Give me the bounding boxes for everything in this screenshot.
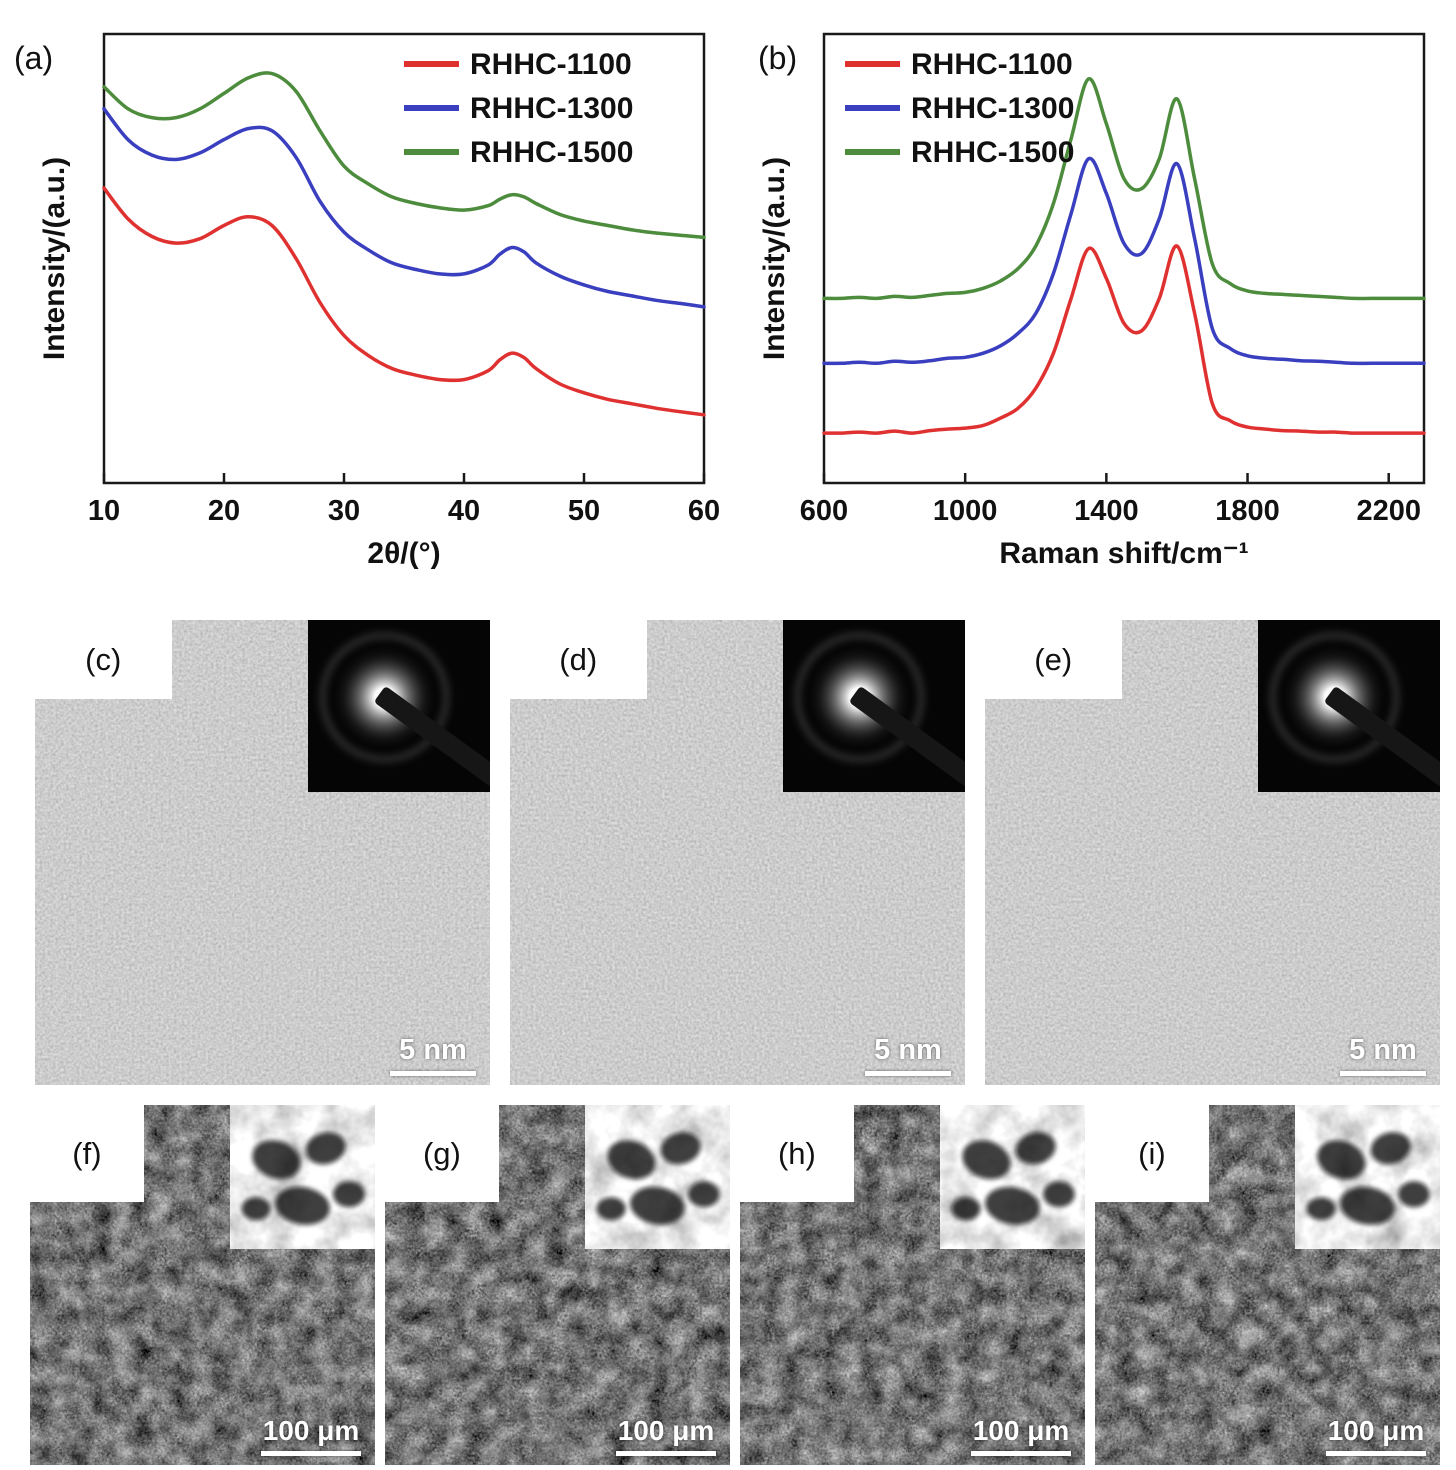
label-notch: (h) (740, 1105, 854, 1203)
scale-bar-label: 100 μm (617, 1415, 715, 1446)
panel-label-e: (e) (1034, 641, 1073, 677)
svg-text:40: 40 (448, 495, 480, 527)
scale-bar-line (1326, 1451, 1426, 1456)
raman-chart: 600 1000 1400 1800 2200 Raman shift/cm⁻¹ Inten… (758, 22, 1440, 575)
panel-label-a: (a) (14, 40, 54, 76)
scale-bar-line (1340, 1071, 1426, 1076)
svg-text:Intensity/(a.u.): Intensity/(a.u.) (760, 157, 791, 360)
scale-bar-label: 100 μm (1327, 1415, 1425, 1446)
scale-bar-line (865, 1071, 951, 1076)
svg-text:1000: 1000 (933, 495, 998, 527)
scale-bar-line (616, 1451, 716, 1456)
scale-bar-line (971, 1451, 1071, 1456)
scale-bar-label: 5 nm (1349, 1034, 1417, 1066)
svg-text:60: 60 (688, 495, 720, 527)
svg-text:50: 50 (568, 495, 600, 527)
svg-text:RHHC-1500: RHHC-1500 (911, 136, 1074, 169)
panel-label-c: (c) (85, 641, 122, 677)
scale-bar: 100 μm (1326, 1415, 1426, 1456)
sem-zoom-inset (585, 1105, 730, 1249)
svg-text:20: 20 (208, 495, 240, 527)
sem-panel-i: (i) 100 μm (1095, 1105, 1440, 1465)
hrtem-panel-c: (c) 5 nm (35, 620, 490, 1085)
sem-zoom-inset (1295, 1105, 1440, 1249)
label-notch: (c) (35, 620, 172, 700)
svg-text:1400: 1400 (1074, 495, 1139, 527)
xrd-chart: 10 20 30 40 50 60 2θ/(°) Intensity/(a.u.) RHHC-1… (38, 22, 720, 575)
panel-label-f: (f) (72, 1135, 102, 1171)
panel-label-h: (h) (777, 1135, 816, 1171)
scale-bar-label: 5 nm (874, 1034, 942, 1066)
panel-label-g: (g) (422, 1135, 461, 1171)
saed-pattern-inset (783, 620, 965, 793)
sem-panel-h: (h) 100 μm (740, 1105, 1085, 1465)
svg-text:RHHC-1100: RHHC-1100 (911, 48, 1073, 81)
label-notch: (d) (510, 620, 647, 700)
sem-zoom-inset (940, 1105, 1085, 1249)
hrtem-panel-d: (d) 5 nm (510, 620, 965, 1085)
scale-bar: 100 μm (971, 1415, 1071, 1456)
scale-bar: 5 nm (865, 1034, 951, 1076)
panel-label-b: (b) (758, 40, 798, 76)
saed-pattern-inset (1258, 620, 1440, 793)
scale-bar-label: 100 μm (262, 1415, 360, 1446)
hrtem-panel-e: (e) 5 nm (985, 620, 1440, 1085)
scale-bar-line (261, 1451, 361, 1456)
panel-label-d: (d) (559, 641, 598, 677)
label-notch: (e) (985, 620, 1122, 700)
svg-text:Intensity/(a.u.): Intensity/(a.u.) (40, 157, 71, 360)
svg-text:30: 30 (328, 495, 360, 527)
sem-panel-f: (f) 100 μm (30, 1105, 375, 1465)
svg-text:10: 10 (88, 495, 120, 527)
scale-bar: 5 nm (1340, 1034, 1426, 1076)
svg-text:1800: 1800 (1215, 495, 1280, 527)
label-notch: (i) (1095, 1105, 1209, 1203)
saed-pattern-inset (308, 620, 490, 793)
scale-bar-label: 100 μm (972, 1415, 1070, 1446)
scale-bar-label: 5 nm (399, 1034, 467, 1066)
svg-text:RHHC-1300: RHHC-1300 (911, 92, 1074, 125)
label-notch: (g) (385, 1105, 499, 1203)
svg-text:RHHC-1500: RHHC-1500 (470, 136, 633, 169)
scale-bar: 100 μm (616, 1415, 716, 1456)
svg-text:RHHC-1300: RHHC-1300 (470, 92, 633, 125)
svg-text:RHHC-1100: RHHC-1100 (470, 48, 632, 81)
scale-bar: 100 μm (261, 1415, 361, 1456)
label-notch: (f) (30, 1105, 144, 1203)
scale-bar: 5 nm (390, 1034, 476, 1076)
sem-zoom-inset (230, 1105, 375, 1249)
svg-text:2θ/(°): 2θ/(°) (367, 537, 440, 570)
svg-text:Raman shift/cm⁻¹: Raman shift/cm⁻¹ (999, 537, 1248, 570)
scale-bar-line (390, 1071, 476, 1076)
svg-text:2200: 2200 (1356, 495, 1421, 527)
sem-panel-g: (g) 100 μm (385, 1105, 730, 1465)
svg-text:600: 600 (800, 495, 848, 527)
panel-label-i: (i) (1138, 1135, 1166, 1171)
